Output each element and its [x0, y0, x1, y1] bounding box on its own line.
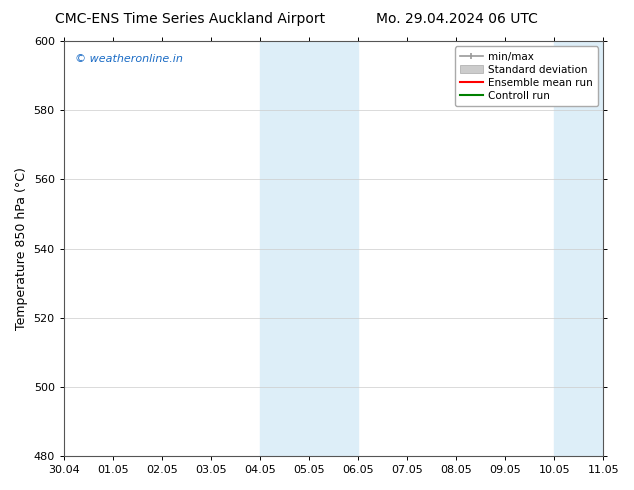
Text: © weatheronline.in: © weatheronline.in [75, 54, 183, 64]
Bar [579, 41, 628, 456]
Text: Mo. 29.04.2024 06 UTC: Mo. 29.04.2024 06 UTC [375, 12, 538, 26]
Bar [285, 41, 333, 456]
Text: CMC-ENS Time Series Auckland Airport: CMC-ENS Time Series Auckland Airport [55, 12, 325, 26]
Y-axis label: Temperature 850 hPa (°C): Temperature 850 hPa (°C) [15, 167, 28, 330]
Bar [333, 41, 358, 456]
Bar [260, 41, 285, 456]
Bar [554, 41, 579, 456]
Legend: min/max, Standard deviation, Ensemble mean run, Controll run: min/max, Standard deviation, Ensemble me… [455, 47, 598, 106]
